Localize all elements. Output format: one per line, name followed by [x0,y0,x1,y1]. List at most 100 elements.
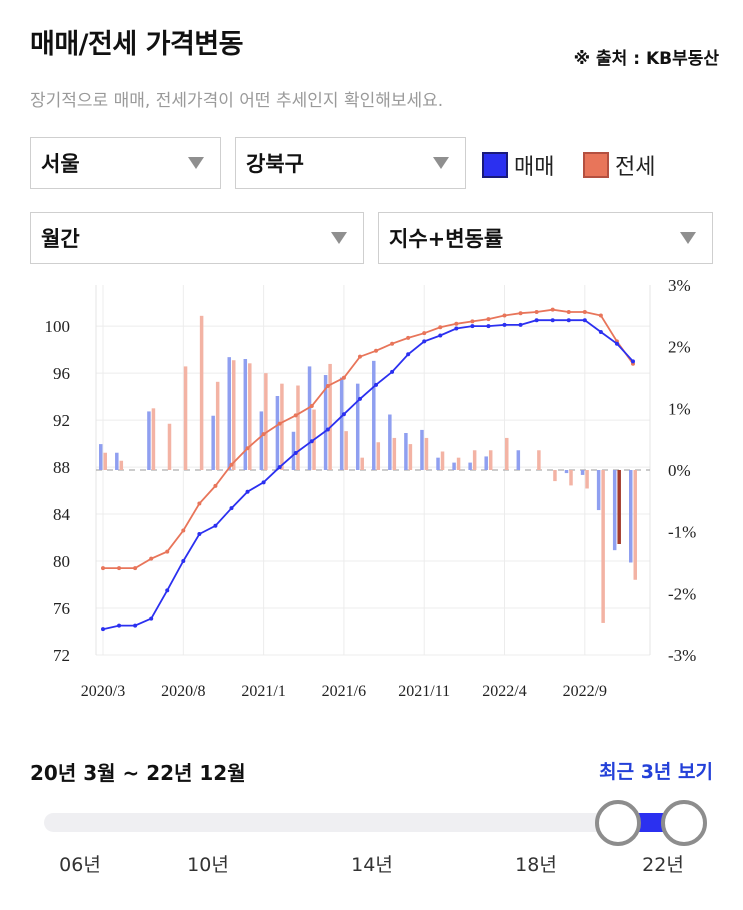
sale-change-bar [404,433,408,470]
jeonse-index-point [357,354,362,359]
jeonse-index-point [213,483,218,488]
jeonse-change-bar [424,437,429,470]
sale-index-point [309,439,314,444]
jeonse-change-bar [505,437,509,470]
chevron-down-icon [680,232,696,244]
sale-swatch-icon [482,152,508,178]
sale-change-bar [612,470,617,551]
jeonse-change-bar [119,460,124,470]
jeonse-index-point [229,462,234,467]
jeonse-change-bar [488,450,493,470]
sale-index-point [534,318,539,323]
legend-sale-label: 매매 [514,155,555,180]
sale-index-line [102,319,634,631]
range-slider-end-handle[interactable] [661,800,707,846]
sale-index-point [582,318,587,323]
slider-tick: 22년 [642,854,684,876]
jeonse-index-point [277,421,282,426]
right-axis-tick: 0% [668,461,691,480]
sale-index-point [101,627,105,632]
period-select[interactable]: 월간 [30,212,364,264]
jeonse-swatch-icon [583,152,609,178]
jeonse-change-bar [553,470,557,482]
sale-index-point [374,382,379,387]
jeonse-index-point [390,341,395,346]
left-axis-tick: 80 [53,552,70,571]
range-slider-track[interactable] [44,813,694,832]
sale-index-point [390,369,395,374]
sale-change-bar [516,450,521,470]
sale-index-point [117,623,122,628]
jeonse-index-point [598,313,603,318]
sale-index-point [438,333,443,338]
jeonse-change-bar [408,444,413,470]
sale-change-bar [99,444,103,470]
chart-lines [101,307,635,632]
sale-change-bar [564,470,569,474]
sale-index-point [341,412,346,417]
jeonse-index-point [566,310,571,315]
sale-change-bar [275,396,280,470]
jeonse-index-point [470,319,475,324]
district-select[interactable]: 강북구 [235,137,466,189]
left-axis-tick: 100 [45,317,71,336]
jeonse-index-point [293,413,298,418]
recent-3y-link[interactable]: 최근 3년 보기 [599,761,713,783]
sale-index-point [454,326,459,331]
sale-index-point [598,329,603,334]
jeonse-change-bar [183,366,188,470]
legend-jeonse[interactable]: 전세 [583,149,655,181]
sale-change-bar [147,411,151,470]
metric-select[interactable]: 지수+변동률 [378,212,713,264]
sale-index-point [422,339,427,344]
right-axis-tick: 3% [668,276,691,295]
chart-axes: 72 76 80 84 88 92 96 100 3% 2% 1% 0% -1% -2% -3% 2020/3… [45,276,697,700]
jeonse-change-bar [344,431,348,470]
sale-change-bar [243,359,248,470]
sale-change-bar [355,383,360,470]
sale-index-point [502,322,507,327]
chevron-down-icon [188,157,204,169]
jeonse-change-bar [296,385,300,470]
jeonse-change-bar [585,470,589,489]
sale-index-point [325,427,330,432]
sale-index-point [261,480,266,485]
right-axis-tick: 2% [668,338,691,357]
sale-index-point [470,324,475,329]
price-chart[interactable]: 72 76 80 84 88 92 96 100 3% 2% 1% 0% -1% -2% -3% 2020/3… [0,275,743,745]
region-select[interactable]: 서울 [30,137,221,189]
legend-sale[interactable]: 매매 [482,149,554,181]
sale-index-point [165,588,170,593]
jeonse-change-bar [456,457,461,470]
jeonse-change-bar [264,373,268,470]
jeonse-index-point [149,556,154,561]
sale-change-bar [484,456,488,470]
left-axis-tick: 96 [53,364,70,383]
jeonse-change-bar [151,408,156,470]
slider-tick: 18년 [515,854,557,876]
period-select-value: 월간 [41,227,80,251]
sale-index-point [277,465,282,470]
jeonse-change-bar [376,442,381,470]
x-axis-tick: 2021/6 [322,683,366,700]
sale-index-point [293,450,298,455]
left-axis-tick: 92 [53,411,70,430]
sale-index-point [181,559,186,564]
chevron-down-icon [331,232,347,244]
sale-index-point [486,324,491,329]
sale-index-point [149,616,154,621]
left-axis-tick: 84 [53,505,71,524]
x-axis-tick: 2022/4 [482,683,526,700]
jeonse-index-point [454,321,459,326]
sale-change-bar [291,431,296,470]
jeonse-change-bar [328,363,332,470]
slider-tick: 14년 [351,854,393,876]
jeonse-index-point [438,325,443,330]
slider-tick: 10년 [187,854,229,876]
jeonse-change-bar [601,470,605,623]
sale-index-point [357,396,362,401]
jeonse-change-bar [248,363,252,470]
sale-index-point [245,489,250,494]
range-slider-start-handle[interactable] [595,800,641,846]
jeonse-change-bar [633,470,637,580]
